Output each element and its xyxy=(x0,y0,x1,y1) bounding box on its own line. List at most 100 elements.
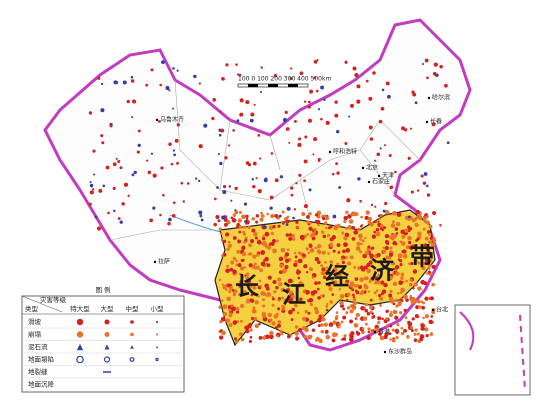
hazard-point xyxy=(252,254,257,259)
hazard-point xyxy=(230,260,235,265)
hazard-point xyxy=(281,296,284,300)
hazard-point xyxy=(303,204,309,209)
hazard-point xyxy=(407,156,411,160)
hazard-point xyxy=(122,80,127,85)
hazard-point xyxy=(221,76,225,81)
hazard-point xyxy=(325,218,328,221)
hazard-point xyxy=(130,75,134,79)
hazard-point xyxy=(350,211,356,217)
hazard-point xyxy=(251,178,255,181)
hazard-point xyxy=(364,236,367,240)
hazard-point xyxy=(407,225,411,229)
city-label: 拉萨 xyxy=(158,258,170,266)
hazard-point xyxy=(323,214,327,218)
hazard-point xyxy=(314,281,318,286)
hazard-point xyxy=(366,268,371,273)
hazard-point xyxy=(98,188,103,193)
hazard-point xyxy=(345,210,349,214)
hazard-point xyxy=(228,290,232,294)
hazard-point xyxy=(280,247,286,253)
hazard-point xyxy=(321,317,326,322)
hazard-point xyxy=(173,153,176,157)
hazard-point xyxy=(327,252,330,255)
hazard-point xyxy=(160,166,164,170)
hazard-point xyxy=(342,337,347,341)
hazard-point xyxy=(314,309,319,315)
hazard-point xyxy=(260,66,263,69)
hazard-point xyxy=(248,339,252,343)
hazard-point xyxy=(219,320,223,324)
hazard-point xyxy=(304,135,308,139)
hazard-point xyxy=(354,317,358,320)
hazard-point xyxy=(282,117,288,123)
hazard-point xyxy=(353,284,358,288)
hazard-point xyxy=(273,74,278,78)
hazard-point xyxy=(359,265,364,270)
hazard-point xyxy=(222,311,228,317)
hazard-point xyxy=(308,226,313,231)
hazard-point xyxy=(345,298,349,302)
hazard-point xyxy=(287,334,291,339)
hazard-point xyxy=(255,220,259,224)
hazard-point xyxy=(390,223,396,228)
hazard-point xyxy=(398,280,403,286)
hazard-point xyxy=(367,220,372,225)
legend-level: 特大型 xyxy=(70,304,90,313)
hazard-point xyxy=(377,320,381,325)
hazard-point xyxy=(389,338,392,341)
hazard-point xyxy=(424,236,429,241)
hazard-point xyxy=(331,338,336,343)
hazard-point xyxy=(246,298,250,302)
hazard-point xyxy=(335,311,339,314)
belt-char: 江 xyxy=(282,280,306,309)
hazard-point xyxy=(412,92,417,97)
hazard-point xyxy=(384,209,390,215)
hazard-point xyxy=(411,90,415,94)
hazard-point xyxy=(312,229,315,232)
hazard-point xyxy=(337,272,342,277)
hazard-point xyxy=(281,306,286,311)
hazard-point xyxy=(385,255,390,260)
hazard-point xyxy=(249,298,253,302)
belt-char: 带 xyxy=(410,242,434,271)
hazard-point xyxy=(117,217,121,220)
hazard-point xyxy=(320,329,324,334)
hazard-point xyxy=(368,125,373,130)
hazard-point xyxy=(255,177,258,180)
hazard-point xyxy=(359,238,362,241)
city-label: 呼和浩特 xyxy=(333,148,357,156)
hazard-point xyxy=(346,292,351,297)
hazard-point xyxy=(384,201,388,206)
hazard-point xyxy=(112,162,117,167)
hazard-point xyxy=(252,161,257,166)
hazard-point xyxy=(426,193,431,197)
hazard-point xyxy=(316,260,321,265)
hazard-point xyxy=(331,293,335,296)
hazard-point xyxy=(383,282,388,288)
hazard-point xyxy=(375,228,380,232)
legend-level: 大型 xyxy=(101,304,115,313)
hazard-point xyxy=(296,283,301,288)
hazard-point xyxy=(147,170,152,175)
hazard-point xyxy=(353,230,359,235)
hazard-point xyxy=(278,214,282,218)
hazard-point xyxy=(228,313,233,318)
hazard-point xyxy=(231,306,236,312)
hazard-point xyxy=(235,259,238,263)
hazard-point xyxy=(250,293,254,297)
hazard-point xyxy=(421,266,426,271)
legend-level: 中型 xyxy=(126,304,140,313)
hazard-point xyxy=(224,288,228,292)
hazard-point xyxy=(288,233,293,237)
hazard-point xyxy=(404,253,407,257)
hazard-point xyxy=(424,58,429,63)
hazard-point xyxy=(320,323,324,327)
hazard-point xyxy=(303,179,306,183)
hazard-point xyxy=(218,278,222,282)
hazard-point xyxy=(364,322,368,326)
legend-symbol xyxy=(155,357,159,362)
hazard-point xyxy=(150,152,154,155)
hazard-point xyxy=(321,314,324,318)
hazard-point xyxy=(173,201,176,204)
hazard-point xyxy=(380,280,385,285)
